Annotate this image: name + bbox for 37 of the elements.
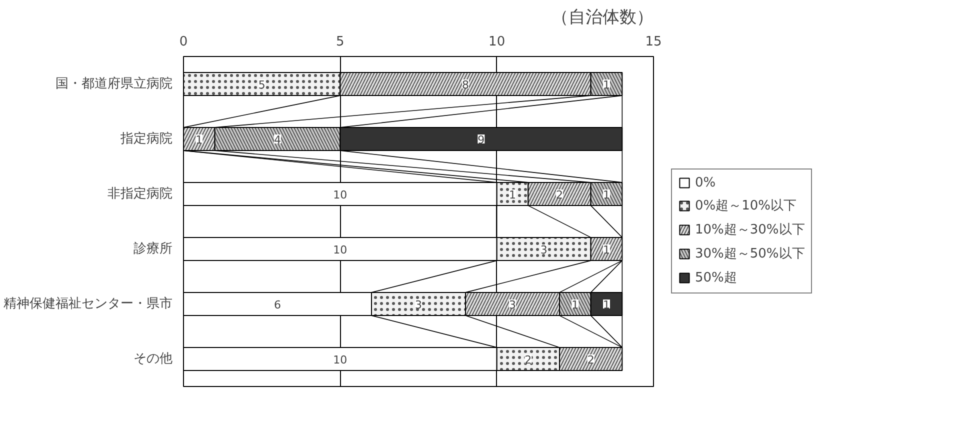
y-tick-label: 非指定病院 xyxy=(108,186,172,202)
y-tick-label: 診療所 xyxy=(134,242,172,256)
data-label: 1 xyxy=(572,298,579,312)
x-tick-label: 10 xyxy=(488,34,506,50)
data-label: 9 xyxy=(478,134,485,146)
data-label: 2 xyxy=(587,354,594,366)
x-tick-label: 0 xyxy=(179,34,188,50)
data-label: 3 xyxy=(509,298,516,312)
y-tick-label: 国・都道府県立病院 xyxy=(56,76,172,92)
data-label: 1 xyxy=(196,134,203,146)
data-label: 1 xyxy=(603,78,610,92)
x-axis-title: （自治体数） xyxy=(552,8,654,28)
data-label: 10 xyxy=(333,354,348,366)
data-label: 3 xyxy=(540,244,548,256)
x-tick-label: 5 xyxy=(336,34,344,50)
y-tick-label: その他 xyxy=(134,352,172,366)
data-label: 1 xyxy=(603,298,610,312)
data-label: 2 xyxy=(556,188,563,202)
data-label: 4 xyxy=(274,134,281,146)
legend-label: 0%超～10%以下 xyxy=(695,197,797,214)
data-label: 2 xyxy=(524,354,532,366)
data-label: 1 xyxy=(603,244,610,256)
data-label: 1 xyxy=(603,188,610,202)
legend-label: 30%超～50%以下 xyxy=(695,245,805,262)
data-label: 6 xyxy=(274,298,281,312)
legend-label: 0% xyxy=(695,175,716,190)
data-label: 1 xyxy=(509,188,516,202)
data-label: 8 xyxy=(462,78,469,92)
legend-label: 50%超 xyxy=(695,269,737,286)
y-tick-label: 指定病院 xyxy=(120,132,172,146)
data-label: 3 xyxy=(415,298,422,312)
data-label: 10 xyxy=(333,188,348,202)
y-tick-label: 精神保健福祉センター・県市 xyxy=(4,296,172,312)
data-label: 10 xyxy=(333,244,348,256)
legend-label: 10%超～30%以下 xyxy=(695,221,805,238)
data-label: 5 xyxy=(258,78,266,92)
x-tick-label: 15 xyxy=(645,34,662,50)
